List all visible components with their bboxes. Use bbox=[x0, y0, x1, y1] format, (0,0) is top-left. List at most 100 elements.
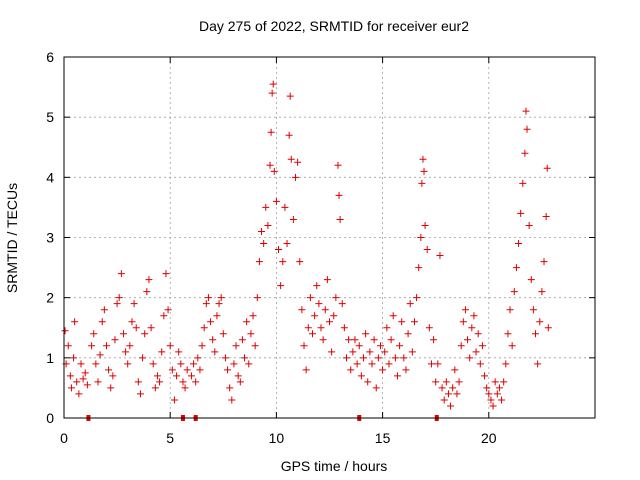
data-point bbox=[139, 354, 147, 362]
data-point bbox=[61, 327, 69, 335]
data-point bbox=[81, 369, 89, 377]
data-point bbox=[309, 330, 317, 338]
data-point bbox=[269, 80, 277, 88]
data-point bbox=[238, 336, 246, 344]
data-point bbox=[474, 330, 482, 338]
data-point bbox=[272, 197, 280, 205]
data-point bbox=[79, 375, 87, 383]
data-point bbox=[487, 396, 495, 404]
data-point bbox=[543, 164, 551, 172]
data-point bbox=[311, 312, 319, 320]
data-point bbox=[385, 360, 393, 368]
data-point bbox=[279, 258, 287, 266]
data-point bbox=[436, 252, 444, 260]
data-point bbox=[332, 294, 340, 302]
data-point bbox=[508, 342, 516, 350]
data-point bbox=[517, 209, 525, 217]
data-point bbox=[221, 354, 229, 362]
data-point bbox=[160, 312, 168, 320]
y-tick-label: 3 bbox=[46, 230, 54, 246]
grid-lines bbox=[64, 57, 595, 418]
data-point bbox=[372, 384, 380, 392]
data-point bbox=[200, 324, 208, 332]
data-point bbox=[432, 378, 440, 386]
data-point bbox=[425, 324, 433, 332]
data-point bbox=[119, 330, 127, 338]
x-axis-label: GPS time / hours bbox=[281, 458, 388, 474]
data-point bbox=[177, 360, 185, 368]
data-point bbox=[489, 402, 497, 410]
data-point bbox=[145, 276, 153, 284]
data-point bbox=[538, 288, 546, 296]
data-point bbox=[113, 300, 121, 308]
data-point bbox=[215, 300, 223, 308]
data-point bbox=[158, 348, 166, 356]
data-point bbox=[198, 342, 206, 350]
data-point bbox=[495, 384, 503, 392]
data-point bbox=[287, 155, 295, 163]
data-point bbox=[347, 366, 355, 374]
data-point bbox=[98, 318, 106, 326]
data-point bbox=[70, 354, 78, 362]
axis-ticks: 0 5 10 15 20 0 1 2 3 4 5 6 bbox=[46, 49, 595, 446]
y-tick-label: 0 bbox=[46, 410, 54, 426]
data-point bbox=[73, 378, 81, 386]
data-point bbox=[71, 318, 79, 326]
data-point bbox=[94, 378, 102, 386]
data-point bbox=[260, 240, 268, 248]
data-point bbox=[190, 360, 198, 368]
data-point bbox=[357, 372, 365, 380]
data-point bbox=[521, 149, 529, 157]
data-point bbox=[335, 191, 343, 199]
data-point bbox=[506, 306, 514, 314]
data-point bbox=[281, 203, 289, 211]
data-point bbox=[402, 366, 410, 374]
data-point bbox=[228, 396, 236, 404]
data-point bbox=[410, 318, 418, 326]
data-point bbox=[181, 384, 189, 392]
data-point bbox=[461, 306, 469, 314]
data-point bbox=[485, 390, 493, 398]
data-point bbox=[351, 336, 359, 344]
data-point bbox=[66, 372, 74, 380]
data-point bbox=[115, 294, 123, 302]
data-point bbox=[342, 354, 350, 362]
chart-title: Day 275 of 2022, SRMTID for receiver eur… bbox=[199, 18, 469, 34]
y-axis-label: SRMTID / TECUs bbox=[4, 183, 20, 293]
data-point bbox=[389, 312, 397, 320]
data-point bbox=[444, 390, 452, 398]
data-point bbox=[306, 294, 314, 302]
data-point bbox=[393, 372, 401, 380]
data-point bbox=[294, 158, 302, 166]
data-point bbox=[264, 221, 272, 229]
data-point bbox=[391, 354, 399, 362]
data-points bbox=[61, 80, 552, 421]
data-point bbox=[196, 366, 204, 374]
data-point bbox=[504, 330, 512, 338]
data-point bbox=[362, 330, 370, 338]
data-point bbox=[472, 348, 480, 356]
data-point bbox=[192, 378, 200, 386]
data-point bbox=[234, 372, 242, 380]
data-point bbox=[430, 336, 438, 344]
data-point bbox=[376, 342, 384, 350]
data-point bbox=[519, 179, 527, 187]
data-point bbox=[355, 342, 363, 350]
data-point bbox=[498, 396, 506, 404]
data-point bbox=[349, 348, 357, 356]
data-point bbox=[353, 360, 361, 368]
data-point bbox=[168, 366, 176, 374]
data-point bbox=[451, 366, 459, 374]
data-point bbox=[289, 215, 297, 223]
data-point bbox=[90, 330, 98, 338]
x-tick-label: 15 bbox=[375, 430, 391, 446]
data-point bbox=[270, 167, 278, 175]
data-point bbox=[134, 378, 142, 386]
data-point bbox=[258, 227, 266, 235]
data-point bbox=[247, 330, 255, 338]
data-point bbox=[512, 264, 520, 272]
data-point bbox=[540, 258, 548, 266]
data-point bbox=[232, 342, 240, 350]
data-point bbox=[457, 342, 465, 350]
